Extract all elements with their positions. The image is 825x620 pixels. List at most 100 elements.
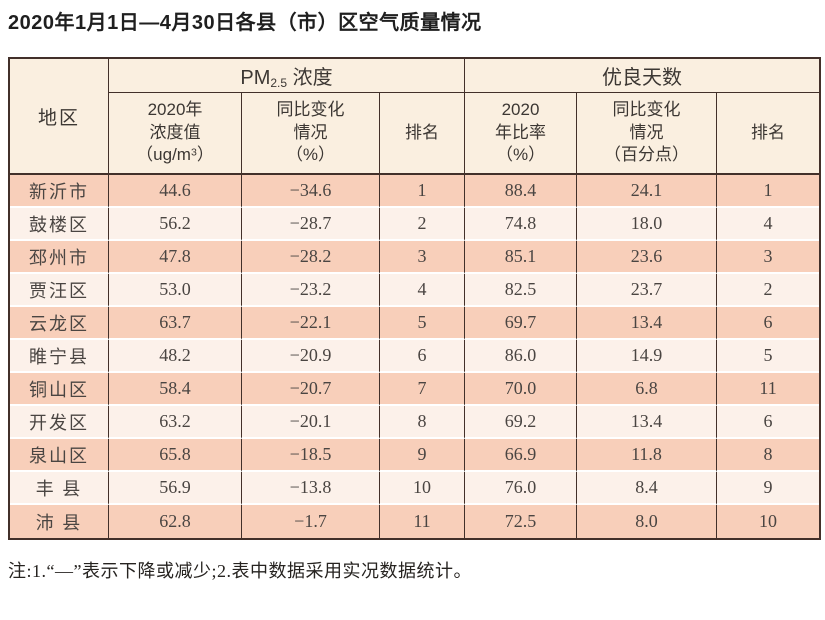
table-row: 邳州市 47.8 −28.2 3 85.1 23.6 3 bbox=[10, 241, 820, 274]
cell-pm-rank: 2 bbox=[380, 208, 466, 241]
header-line: 浓度值 bbox=[149, 122, 201, 142]
cell-pm-value: 44.6 bbox=[109, 175, 242, 208]
cell-pm-rank: 1 bbox=[380, 175, 466, 208]
cell-pm-change: −20.1 bbox=[242, 406, 380, 439]
header-region: 地区 bbox=[10, 59, 109, 175]
cell-pm-value: 62.8 bbox=[109, 505, 242, 538]
cell-pm-rank: 11 bbox=[380, 505, 466, 538]
cell-ratio-change: 13.4 bbox=[577, 307, 718, 340]
cell-pm-change: −20.7 bbox=[242, 373, 380, 406]
cell-ratio-change: 18.0 bbox=[577, 208, 718, 241]
header-line: 情况 bbox=[629, 122, 664, 142]
header-line: （%） bbox=[285, 145, 336, 165]
header-days-rank: 排名 bbox=[717, 93, 820, 175]
cell-ratio: 86.0 bbox=[465, 340, 578, 373]
header-pm-rank: 排名 bbox=[380, 93, 466, 175]
cell-pm-rank: 10 bbox=[380, 472, 466, 505]
cell-region: 沛 县 bbox=[10, 505, 109, 538]
pm-group-suffix: 浓度 bbox=[287, 67, 333, 89]
header-sub-row: 2020年 浓度值 （ug/m3） 同比变化 情况 （%） 排名 2020 年比… bbox=[10, 93, 820, 175]
pm-label: PM bbox=[240, 67, 271, 89]
cell-region: 睢宁县 bbox=[10, 340, 109, 373]
table-row: 铜山区 58.4 −20.7 7 70.0 6.8 11 bbox=[10, 373, 820, 406]
cell-pm-rank: 9 bbox=[380, 439, 466, 472]
table-row: 泉山区 65.8 −18.5 9 66.9 11.8 8 bbox=[10, 439, 820, 472]
cell-pm-change: −23.2 bbox=[242, 274, 380, 307]
cell-ratio-change: 23.6 bbox=[577, 241, 718, 274]
cell-pm-value: 63.7 bbox=[109, 307, 242, 340]
table-row: 丰 县 56.9 −13.8 10 76.0 8.4 9 bbox=[10, 472, 820, 505]
cell-ratio-rank: 9 bbox=[717, 472, 820, 505]
cell-ratio-change: 8.0 bbox=[577, 505, 718, 538]
cell-ratio-change: 24.1 bbox=[577, 175, 718, 208]
table-row: 睢宁县 48.2 −20.9 6 86.0 14.9 5 bbox=[10, 340, 820, 373]
cell-ratio-rank: 4 bbox=[717, 208, 820, 241]
cell-ratio-rank: 5 bbox=[717, 340, 820, 373]
cell-ratio-rank: 8 bbox=[717, 439, 820, 472]
header-pm-value: 2020年 浓度值 （ug/m3） bbox=[109, 93, 242, 175]
cell-ratio-rank: 6 bbox=[717, 406, 820, 439]
cell-pm-change: −18.5 bbox=[242, 439, 380, 472]
table-row: 云龙区 63.7 −22.1 5 69.7 13.4 6 bbox=[10, 307, 820, 340]
cell-pm-change: −13.8 bbox=[242, 472, 380, 505]
cell-ratio-rank: 1 bbox=[717, 175, 820, 208]
cell-pm-rank: 5 bbox=[380, 307, 466, 340]
table-header: 地区 PM2.5 浓度 优良天数 2020年 浓度值 （ug/m3） 同比变化 … bbox=[10, 59, 820, 175]
cell-ratio-change: 13.4 bbox=[577, 406, 718, 439]
cell-pm-change: −34.6 bbox=[242, 175, 380, 208]
cell-ratio-rank: 10 bbox=[717, 505, 820, 538]
footnote: 注:1.“—”表示下降或减少;2.表中数据采用实况数据统计。 bbox=[8, 561, 472, 581]
cell-pm-change: −28.2 bbox=[242, 241, 380, 274]
header-line: 年比率 bbox=[495, 122, 547, 142]
header-pm-change: 同比变化 情况 （%） bbox=[242, 93, 380, 175]
table-row: 鼓楼区 56.2 −28.7 2 74.8 18.0 4 bbox=[10, 208, 820, 241]
cell-pm-value: 56.2 bbox=[109, 208, 242, 241]
unit-text: （ug/m bbox=[136, 145, 191, 165]
cell-ratio-change: 6.8 bbox=[577, 373, 718, 406]
cell-pm-value: 58.4 bbox=[109, 373, 242, 406]
cell-ratio-rank: 2 bbox=[717, 274, 820, 307]
cell-ratio-change: 23.7 bbox=[577, 274, 718, 307]
table-row: 沛 县 62.8 −1.7 11 72.5 8.0 10 bbox=[10, 505, 820, 538]
header-line: （%） bbox=[495, 145, 546, 165]
cell-region: 云龙区 bbox=[10, 307, 109, 340]
cell-ratio: 76.0 bbox=[465, 472, 578, 505]
header-pm-group: PM2.5 浓度 bbox=[109, 59, 466, 93]
header-days-ratio: 2020 年比率 （%） bbox=[465, 93, 578, 175]
cell-pm-value: 47.8 bbox=[109, 241, 242, 274]
table-row: 贾汪区 53.0 −23.2 4 82.5 23.7 2 bbox=[10, 274, 820, 307]
page-title: 2020年1月1日—4月30日各县（市）区空气质量情况 bbox=[8, 12, 482, 34]
cell-pm-rank: 8 bbox=[380, 406, 466, 439]
cell-ratio-change: 8.4 bbox=[577, 472, 718, 505]
cell-ratio-change: 11.8 bbox=[577, 439, 718, 472]
header-line: 2020年 bbox=[147, 100, 203, 120]
cell-ratio-change: 14.9 bbox=[577, 340, 718, 373]
header-line: （百分点） bbox=[604, 145, 690, 165]
header-line: 2020 bbox=[501, 100, 540, 120]
cell-region: 泉山区 bbox=[10, 439, 109, 472]
cell-pm-value: 53.0 bbox=[109, 274, 242, 307]
table-row: 开发区 63.2 −20.1 8 69.2 13.4 6 bbox=[10, 406, 820, 439]
cell-pm-rank: 4 bbox=[380, 274, 466, 307]
unit-text: ） bbox=[196, 145, 214, 165]
cell-pm-change: −1.7 bbox=[242, 505, 380, 538]
cell-ratio: 85.1 bbox=[465, 241, 578, 274]
cell-pm-rank: 6 bbox=[380, 340, 466, 373]
cell-region: 开发区 bbox=[10, 406, 109, 439]
table-row: 新沂市 44.6 −34.6 1 88.4 24.1 1 bbox=[10, 175, 820, 208]
cell-region: 邳州市 bbox=[10, 241, 109, 274]
cell-ratio: 66.9 bbox=[465, 439, 578, 472]
cell-pm-change: −22.1 bbox=[242, 307, 380, 340]
cell-pm-change: −20.9 bbox=[242, 340, 380, 373]
cell-ratio: 88.4 bbox=[465, 175, 578, 208]
cell-region: 鼓楼区 bbox=[10, 208, 109, 241]
cell-ratio-rank: 11 bbox=[717, 373, 820, 406]
cell-pm-value: 65.8 bbox=[109, 439, 242, 472]
header-line: 情况 bbox=[293, 122, 328, 142]
header-days-change: 同比变化 情况 （百分点） bbox=[577, 93, 718, 175]
cell-ratio: 69.7 bbox=[465, 307, 578, 340]
pm-subscript: 2.5 bbox=[270, 76, 288, 90]
cell-pm-rank: 7 bbox=[380, 373, 466, 406]
table-body: 新沂市 44.6 −34.6 1 88.4 24.1 1 鼓楼区 56.2 −2… bbox=[10, 175, 820, 538]
